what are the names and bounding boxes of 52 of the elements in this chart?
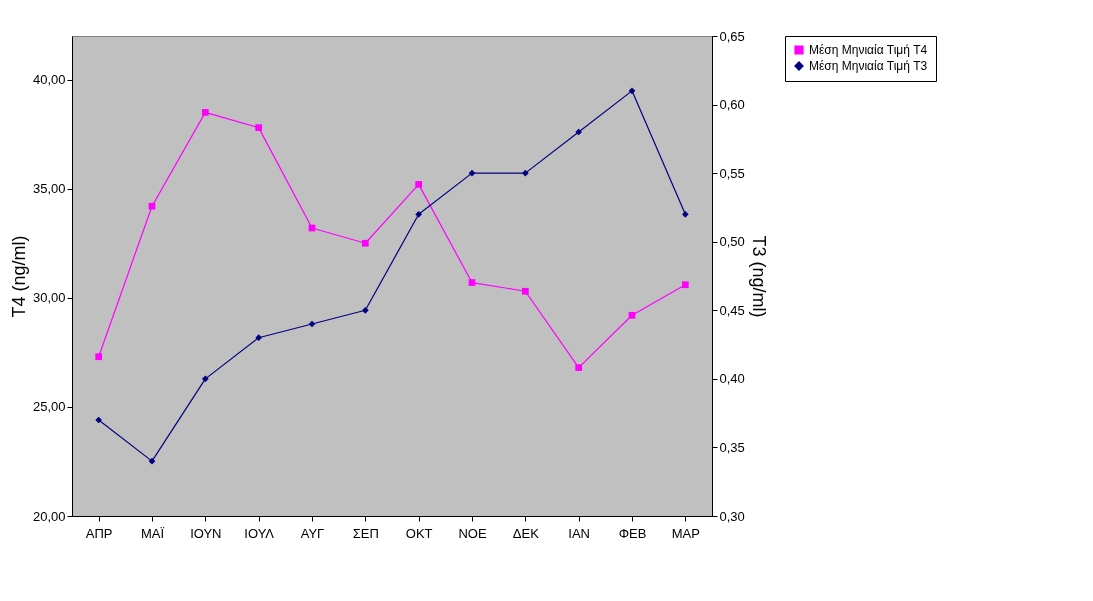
point [255, 334, 263, 342]
point [201, 109, 209, 116]
x-tick-label: ΙΟΥΝ [190, 525, 222, 541]
point [415, 210, 423, 218]
point [308, 320, 316, 328]
point [361, 306, 369, 314]
point [148, 457, 156, 465]
y2-tick-label: 0,35 [719, 439, 745, 455]
point [415, 181, 423, 188]
y-tick-label: 40,00 [32, 72, 66, 88]
legend-label: Μέση Μηνιαία Τιμή T4 [809, 43, 928, 57]
y-axis-title: T4 (ng/ml) [8, 235, 29, 318]
point [95, 416, 103, 424]
point [201, 375, 209, 383]
x-tick-label: ΜΑΡ [671, 525, 700, 541]
y-tick-label: 25,00 [32, 399, 66, 415]
point [575, 364, 583, 371]
x-tick-label: ΟΚΤ [405, 525, 433, 541]
y-tick-label: 20,00 [32, 508, 66, 524]
x-tick-label: ΙΟΥΛ [244, 525, 275, 541]
point [628, 87, 636, 95]
point [95, 353, 103, 361]
y2-tick-label: 0,60 [719, 97, 745, 113]
y2-tick-label: 0,55 [719, 165, 745, 181]
x-tick-label: ΔΕΚ [512, 525, 540, 541]
point [628, 311, 636, 319]
point [681, 210, 689, 218]
x-tick-label: ΦΕΒ [618, 525, 647, 541]
y-tick-label: 35,00 [32, 181, 66, 197]
y2-tick-label: 0,65 [719, 28, 745, 44]
point [681, 281, 689, 289]
x-tick-label: ΙΑΝ [568, 525, 590, 541]
x-tick-label: ΑΠΡ [85, 525, 113, 541]
point [575, 128, 583, 136]
point [521, 169, 529, 177]
x-tick-label: ΣΕΠ [352, 525, 379, 541]
x-tick-label: ΑΥΓ [300, 525, 325, 541]
point [361, 239, 369, 247]
legend-label: Μέση Μηνιαία Τιμή T3 [809, 59, 928, 73]
y2-tick-label: 0,40 [719, 371, 745, 387]
point [255, 124, 263, 131]
point [521, 287, 529, 295]
x-tick-label: ΜΑΪ [140, 525, 165, 541]
y2-axis-title: T3 (ng/ml) [748, 235, 769, 318]
point [468, 279, 476, 286]
y2-tick-label: 0,50 [719, 234, 745, 250]
y2-tick-label: 0,30 [719, 508, 745, 524]
point [148, 202, 156, 210]
y2-tick-label: 0,45 [719, 302, 745, 318]
point [468, 169, 476, 177]
y-tick-label: 30,00 [32, 290, 66, 306]
x-tick-label: ΝΟΕ [458, 525, 487, 541]
